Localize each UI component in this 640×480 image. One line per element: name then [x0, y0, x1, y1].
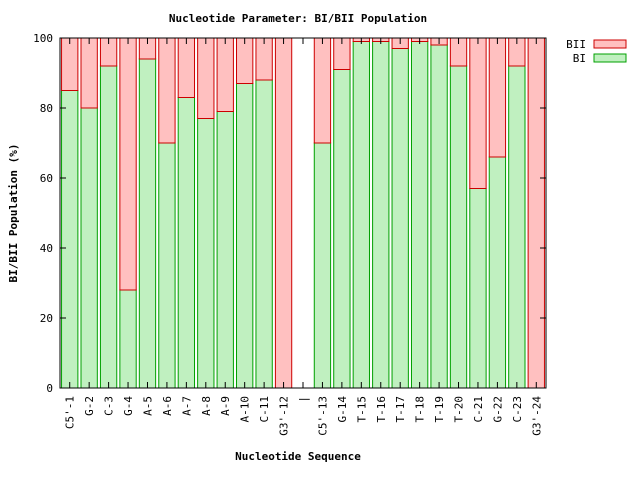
x-axis: C5'-1 G-2 C-3 G-4 A-5 A-6 A-7 A-8 A-9 A-10 C-11 G3'… [64, 38, 543, 436]
bar-bi-0 [61, 90, 79, 389]
x-tick-label-12: | [297, 396, 310, 403]
x-tick-label-24: G3'-24 [530, 396, 543, 436]
chart-title: Nucleotide Parameter: BI/BII Population [169, 12, 427, 25]
bar-bi-20 [449, 65, 468, 389]
bar-bi-22 [488, 156, 507, 389]
x-tick-label-11: G3'-12 [278, 396, 291, 436]
x-tick-label-6: A-7 [180, 396, 193, 416]
bar-bii-5 [158, 37, 176, 144]
bar-bii-1 [80, 37, 98, 109]
bar-bi-2 [99, 65, 118, 389]
bar-bii-3 [119, 37, 137, 291]
bar-bii-24 [527, 37, 545, 389]
y-tick-label-0: 0 [46, 382, 53, 395]
bar-bi-7 [197, 118, 215, 389]
x-tick-label-10: C-11 [258, 396, 271, 423]
legend-swatch-bi [593, 53, 627, 63]
x-tick-label-7: A-8 [200, 396, 213, 416]
legend-swatch-bii [593, 39, 627, 49]
y-tick-label-4: 80 [40, 102, 53, 115]
bar-bi-23 [508, 65, 526, 389]
y-tick-label-3: 60 [40, 172, 53, 185]
x-tick-label-8: A-9 [219, 396, 232, 416]
bar-bi-10 [255, 79, 273, 389]
x-tick-label-13: C5'-13 [316, 396, 329, 436]
bar-bi-19 [430, 44, 448, 389]
bar-bi-4 [138, 58, 157, 389]
bar-bi-16 [372, 41, 390, 389]
x-tick-label-21: C-21 [472, 396, 485, 423]
y-tick-label-2: 40 [40, 242, 53, 255]
bar-bii-8 [216, 37, 234, 112]
bar-bi-18 [410, 41, 429, 389]
bar-bii-7 [197, 37, 215, 119]
x-tick-label-23: C-23 [511, 396, 524, 423]
x-tick-label-19: T-19 [433, 396, 446, 423]
x-tick-label-14: G-14 [336, 396, 349, 423]
bar-bi-6 [177, 97, 196, 389]
legend-label-bi: BI [573, 52, 586, 65]
bar-bii-22 [488, 37, 507, 158]
bar-bi-14 [333, 69, 351, 389]
x-tick-label-2: C-3 [103, 396, 116, 416]
x-tick-label-1: G-2 [83, 396, 96, 416]
bar-bii-6 [177, 37, 196, 98]
bar-bi-21 [469, 188, 487, 389]
legend-label-bii: BII [566, 38, 586, 51]
bar-bi-1 [80, 107, 98, 389]
bar-bi-3 [119, 289, 137, 389]
x-tick-label-17: T-17 [394, 396, 407, 423]
x-tick-label-0: C5'-1 [64, 396, 77, 429]
bar-bii-11 [274, 37, 293, 389]
bar-bii-13 [313, 37, 332, 144]
bar-bi-8 [216, 111, 234, 389]
bar-bi-17 [391, 48, 409, 389]
bar-bii-21 [469, 37, 487, 189]
x-axis-label: Nucleotide Sequence [235, 450, 361, 463]
x-tick-label-15: T-15 [355, 396, 368, 423]
bar-bi-5 [158, 142, 176, 389]
bar-bii-9 [236, 37, 254, 84]
x-tick-label-16: T-16 [375, 396, 388, 423]
x-tick-label-22: G-22 [491, 396, 504, 423]
bar-bi-13 [313, 142, 332, 389]
bar-bi-9 [236, 83, 254, 389]
y-axis: 0 20 40 60 80 100 [33, 32, 546, 395]
y-axis-label: BI/BII Population (%) [7, 143, 20, 282]
x-tick-label-20: T-20 [453, 396, 466, 423]
bar-bi-15 [352, 41, 370, 389]
bar-group [61, 37, 545, 389]
bar-bii-10 [255, 37, 273, 81]
x-tick-label-9: A-10 [239, 396, 252, 423]
x-tick-label-5: A-6 [161, 396, 174, 416]
x-tick-label-18: T-18 [414, 396, 427, 423]
x-tick-label-3: G-4 [122, 396, 135, 416]
x-tick-label-4: A-5 [141, 396, 154, 416]
y-tick-label-1: 20 [40, 312, 53, 325]
bar-bii-0 [61, 37, 79, 91]
y-tick-label-5: 100 [33, 32, 53, 45]
